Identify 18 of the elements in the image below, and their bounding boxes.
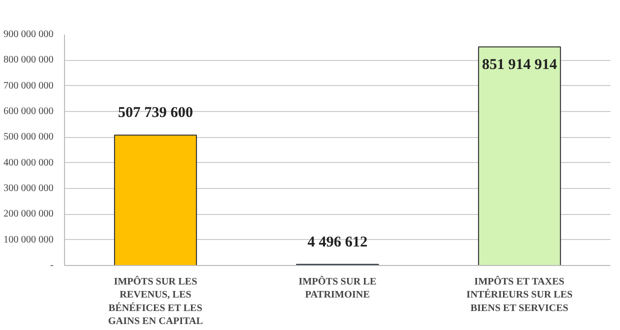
x-tick-label: IMPÔTS SUR LES REVENUS, LES BÉNÉFICES ET LES GAINS EN CAPITAL: [108, 276, 204, 328]
bar: [478, 46, 561, 266]
data-label: 4 496 612: [308, 234, 368, 250]
data-label: 507 739 600: [118, 105, 193, 122]
x-tick-label: IMPÔTS ET TAXES INTÉRIEURS SUR LES BIENS ET SERVICES: [466, 276, 574, 314]
y-tick-label: 700 000 000: [4, 80, 54, 92]
y-tick-label: 500 000 000: [4, 132, 54, 143]
y-tick-label: 200 000 000: [4, 208, 54, 220]
y-tick-label: 600 000 000: [4, 106, 54, 117]
bar: [114, 134, 197, 266]
y-tick-label: 400 000 000: [4, 157, 54, 168]
data-label: 851 914 914: [482, 56, 558, 73]
y-tick-label: 800 000 000: [4, 54, 54, 66]
y-tick-label: 300 000 000: [4, 183, 54, 194]
y-tick-label: 100 000 000: [4, 234, 54, 246]
y-tick-label: -: [50, 260, 54, 271]
x-tick-label: IMPÔTS SUR LE PATRIMOINE: [298, 276, 377, 301]
y-tick-label: 900 000 000: [4, 29, 54, 40]
